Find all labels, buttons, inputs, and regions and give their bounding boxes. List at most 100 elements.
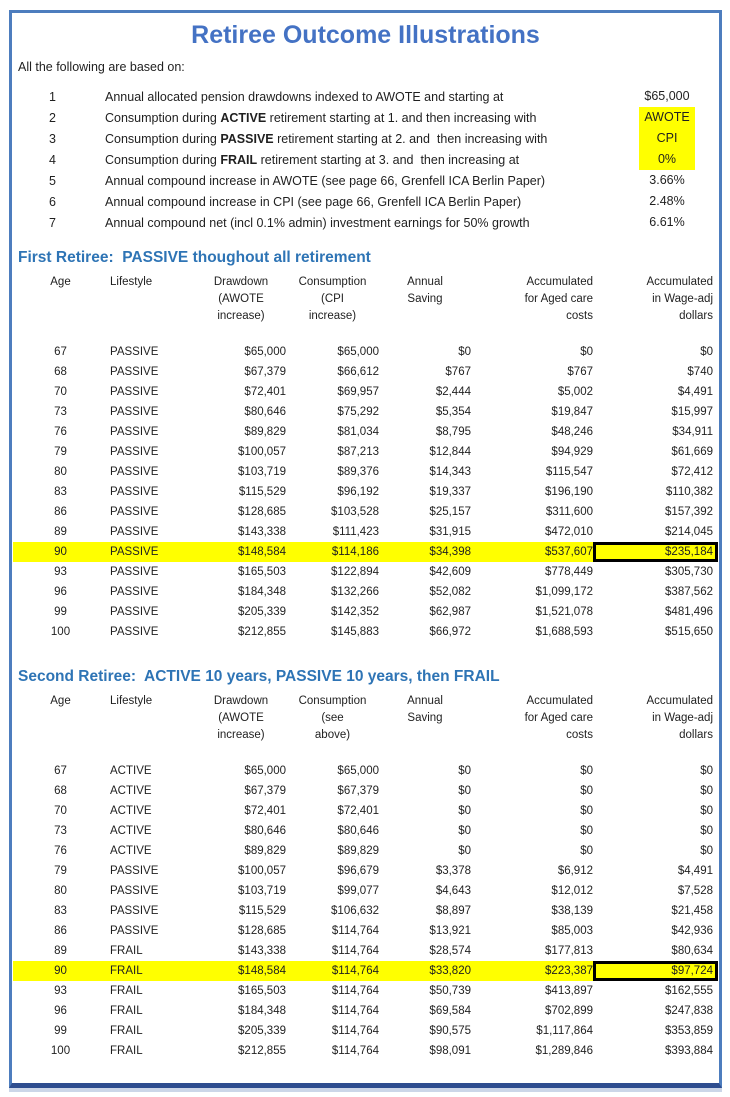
cell-wage-adj-accumulated: $481,496 [665, 606, 713, 618]
cell-aged-care-accumulated: $94,929 [551, 446, 593, 458]
cell-lifestyle: PASSIVE [110, 566, 159, 578]
table-row: 86 PASSIVE $128,685 $103,528 $25,157 $311,600… [13, 502, 718, 522]
assumption-value: 0% [639, 149, 695, 170]
header-consumption-line1: Consumption [298, 275, 367, 288]
cell-aged-care-accumulated: $0 [580, 825, 593, 837]
cell-consumption: $66,612 [337, 366, 379, 378]
section-heading-first-retiree: First Retiree: PASSIVE thoughout all ret… [18, 249, 371, 266]
cell-lifestyle: PASSIVE [110, 426, 159, 438]
cell-lifestyle: ACTIVE [110, 805, 152, 817]
cell-annual-saving: $42,609 [429, 566, 471, 578]
cell-annual-saving: $0 [458, 825, 471, 837]
cell-wage-adj-accumulated: $162,555 [665, 985, 713, 997]
assumption-row: 1 Annual allocated pension drawdowns inde… [12, 86, 719, 107]
cell-age: 67 [54, 765, 67, 777]
assumption-text-before: Annual compound increase in CPI (see pag… [105, 194, 522, 209]
header-drawdown-line1: Drawdown [213, 275, 269, 288]
assumption-row: 2 Consumption during ACTIVE retirement st… [12, 107, 719, 128]
table-header-row: Age Lifestyle Drawdown Consumption Annual Acc… [13, 273, 718, 290]
cell-wage-adj-accumulated: $214,045 [665, 526, 713, 538]
cell-drawdown: $72,401 [244, 805, 286, 817]
cell-consumption: $96,192 [337, 486, 379, 498]
cell-wage-adj-accumulated: $0 [700, 785, 713, 797]
assumption-bold-term: ACTIVE [220, 110, 267, 125]
cell-lifestyle: PASSIVE [110, 406, 159, 418]
cell-aged-care-accumulated: $1,099,172 [535, 586, 593, 598]
cell-wage-adj-accumulated: $4,491 [677, 386, 713, 398]
cell-wage-adj-accumulated: $42,936 [671, 925, 713, 937]
cell-annual-saving: $3,378 [435, 865, 471, 877]
table-row: 100 PASSIVE $212,855 $145,883 $66,972 $1,688,… [13, 622, 718, 642]
header-wage-adj-accumulated-line1: Accumulated [646, 275, 713, 288]
cell-aged-care-accumulated: $0 [580, 845, 593, 857]
first-retiree-table: Age Lifestyle Drawdown Consumption Annual Acc… [13, 273, 718, 642]
table-row-highlighted: 90 FRAIL $148,584 $114,764 $33,820 $223,387 $9… [13, 961, 718, 981]
cell-age: 70 [54, 805, 67, 817]
cell-wage-adj-accumulated: $305,730 [665, 566, 713, 578]
header-drawdown-line3: increase) [217, 309, 265, 322]
header-drawdown-line3: increase) [217, 728, 265, 741]
cell-aged-care-accumulated: $0 [580, 765, 593, 777]
table-row: 67 ACTIVE $65,000 $65,000 $0 $0 $0 [13, 761, 718, 781]
cell-age: 67 [54, 346, 67, 358]
table-row: 67 PASSIVE $65,000 $65,000 $0 $0 $0 [13, 342, 718, 362]
header-aged-care-accumulated-line3: costs [566, 309, 593, 322]
header-consumption-line2: (CPI [321, 292, 344, 305]
header-lifestyle-line2 [108, 290, 196, 307]
cell-lifestyle: ACTIVE [110, 825, 152, 837]
cell-drawdown: $65,000 [244, 346, 286, 358]
cell-drawdown: $184,348 [238, 1005, 286, 1017]
assumption-text: Annual allocated pension drawdowns index… [105, 90, 639, 104]
cell-consumption: $114,764 [331, 945, 379, 957]
cell-lifestyle: FRAIL [110, 985, 143, 997]
cell-aged-care-accumulated: $115,547 [545, 466, 593, 478]
table-row: 76 ACTIVE $89,829 $89,829 $0 $0 $0 [13, 841, 718, 861]
cell-lifestyle: PASSIVE [110, 386, 159, 398]
cell-consumption: $99,077 [337, 885, 379, 897]
assumptions-list: 1 Annual allocated pension drawdowns inde… [12, 86, 719, 233]
cell-drawdown: $80,646 [244, 825, 286, 837]
cell-aged-care-accumulated: $1,521,078 [535, 606, 593, 618]
cell-drawdown: $67,379 [244, 366, 286, 378]
assumption-text-after: retirement starting at 1. and then incre… [266, 110, 537, 125]
cell-annual-saving: $2,444 [435, 386, 471, 398]
cell-drawdown: $143,338 [238, 945, 286, 957]
header-lifestyle-line1: Lifestyle [110, 694, 153, 707]
header-age-line3 [13, 726, 108, 743]
table-row: 99 PASSIVE $205,339 $142,352 $62,987 $1,521,0… [13, 602, 718, 622]
cell-lifestyle: PASSIVE [110, 606, 159, 618]
cell-drawdown: $103,719 [238, 885, 286, 897]
cell-age: 68 [54, 785, 67, 797]
cell-aged-care-accumulated: $0 [580, 346, 593, 358]
assumption-text-before: Annual allocated pension drawdowns index… [105, 89, 504, 104]
cell-lifestyle: FRAIL [110, 1005, 143, 1017]
cell-wage-adj-accumulated: $7,528 [677, 885, 713, 897]
cell-wage-adj-accumulated: $515,650 [665, 626, 713, 638]
cell-aged-care-accumulated: $537,607 [471, 542, 593, 562]
table-row: 96 FRAIL $184,348 $114,764 $69,584 $702,899 $2… [13, 1001, 718, 1021]
cell-wage-adj-accumulated: $157,392 [665, 506, 713, 518]
table-row: 68 PASSIVE $67,379 $66,612 $767 $767 $740 [13, 362, 718, 382]
cell-annual-saving: $33,820 [379, 961, 471, 981]
cell-annual-saving: $0 [458, 765, 471, 777]
table-row: 89 PASSIVE $143,338 $111,423 $31,915 $472,010… [13, 522, 718, 542]
cell-annual-saving: $0 [458, 805, 471, 817]
cell-aged-care-accumulated: $1,117,864 [536, 1025, 593, 1037]
spacer [13, 324, 718, 342]
header-aged-care-accumulated-line3: costs [566, 728, 593, 741]
header-annual-saving-line1: Annual [407, 694, 443, 707]
cell-lifestyle: PASSIVE [110, 925, 159, 937]
cell-aged-care-accumulated: $0 [580, 805, 593, 817]
header-annual-saving-line3 [379, 307, 471, 324]
cell-consumption: $80,646 [337, 825, 379, 837]
assumption-value: AWOTE [639, 107, 695, 128]
section-heading-second-retiree: Second Retiree: ACTIVE 10 years, PASSIVE… [18, 668, 500, 685]
cell-drawdown: $89,829 [244, 426, 286, 438]
cell-drawdown: $143,338 [238, 526, 286, 538]
header-drawdown-line1: Drawdown [213, 694, 269, 707]
cell-lifestyle: PASSIVE [110, 885, 159, 897]
cell-aged-care-accumulated: $196,190 [545, 486, 593, 498]
cell-lifestyle: PASSIVE [110, 586, 159, 598]
table-row: 73 ACTIVE $80,646 $80,646 $0 $0 $0 [13, 821, 718, 841]
cell-drawdown: $128,685 [238, 925, 286, 937]
